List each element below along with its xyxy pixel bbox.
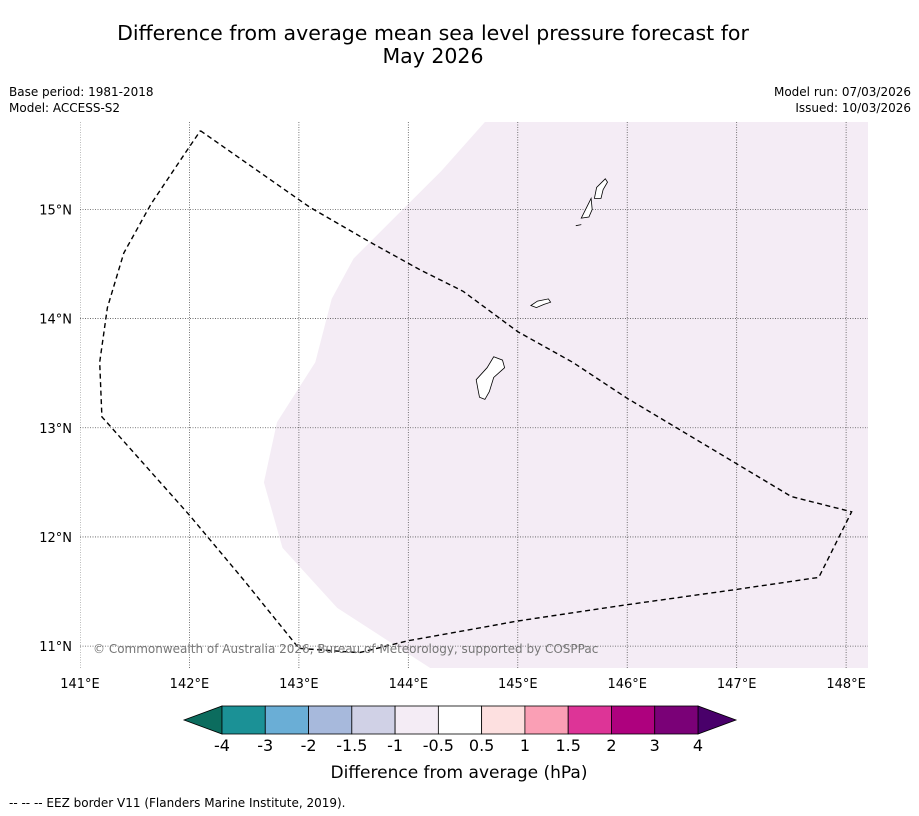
x-tick-label: 148°E: [826, 677, 866, 692]
title-line-2: May 2026: [382, 44, 484, 68]
colorbar-tick-label: 1: [520, 736, 530, 755]
island-rota: [530, 298, 552, 309]
shaded-anomaly-region: [263, 122, 868, 668]
x-tick-label: 141°E: [60, 677, 100, 692]
colorbar-bin: [654, 705, 699, 735]
island-saipan: [593, 178, 608, 199]
y-tick-label: 12°N: [39, 531, 72, 546]
map-title: Difference from average mean sea level p…: [100, 22, 766, 68]
colorbar-tick-label: -0.5: [423, 736, 454, 755]
colorbar-tick-label: 2: [606, 736, 616, 755]
colorbar-bin: [524, 705, 569, 735]
x-tick-label: 146°E: [607, 677, 647, 692]
colorbar-tick-label: -1.5: [336, 736, 367, 755]
colorbar-tick-label: -1: [387, 736, 403, 755]
x-tick-label: 143°E: [279, 677, 319, 692]
colorbar-tick-label: 0.5: [469, 736, 494, 755]
map-panel: 141°E 142°E 143°E 144°E 145°E 146°E 147°E 148°E…: [39, 122, 868, 692]
eez-legend-note: -- -- -- EEZ border V11 (Flanders Marine…: [9, 796, 346, 810]
model-run: Model run: 07/03/2026: [773, 85, 911, 99]
map-figure: 141°E 142°E 143°E 144°E 145°E 146°E 147°E 148°E…: [39, 122, 868, 783]
colorbar-over-arrow: [697, 705, 738, 735]
x-tick-label: 142°E: [170, 677, 210, 692]
meta-right: Model run: 07/03/2026 Issued: 10/03/2026: [774, 84, 911, 116]
colorbar-bin: [394, 705, 439, 735]
eez-border: [98, 130, 853, 654]
colorbar-bin: [308, 705, 353, 735]
colorbar-under-arrow: [182, 705, 223, 735]
island-tinian: [580, 196, 593, 219]
colorbar-bin: [221, 705, 266, 735]
issued-date: Issued: 10/03/2026: [795, 101, 911, 115]
colorbar-tick-label: 1.5: [555, 736, 580, 755]
colorbar-bin: [437, 705, 483, 735]
base-period: Base period: 1981-2018: [9, 85, 154, 99]
title-line-1: Difference from average mean sea level p…: [117, 21, 749, 45]
y-tick-label: 13°N: [39, 422, 72, 437]
y-tick-label: 14°N: [39, 313, 72, 328]
meta-left: Base period: 1981-2018 Model: ACCESS-S2: [9, 84, 154, 116]
colorbar-label: Difference from average (hPa): [331, 763, 588, 783]
x-tick-label: 144°E: [389, 677, 429, 692]
colorbar-bin: [611, 705, 656, 735]
colorbar-bin: [264, 705, 309, 735]
colorbar-tick-label: -3: [257, 736, 273, 755]
colorbar-bin: [481, 705, 526, 735]
model-name: Model: ACCESS-S2: [9, 101, 121, 115]
x-tick-label: 145°E: [498, 677, 538, 692]
colorbar: -4 -3 -2 -1.5 -1 -0.5 0.5 1 1.5 2 3 4: [182, 705, 738, 755]
y-tick-label: 11°N: [39, 640, 72, 655]
copyright-notice: © Commonwealth of Australia 2026, Bureau…: [93, 642, 598, 656]
colorbar-tick-label: 3: [650, 736, 660, 755]
x-tick-label: 147°E: [717, 677, 757, 692]
island-guam: [475, 356, 506, 400]
y-tick-label: 15°N: [39, 203, 72, 218]
colorbar-bin: [351, 705, 396, 735]
colorbar-tick-label: -4: [214, 736, 230, 755]
colorbar-tick-label: 4: [693, 736, 703, 755]
colorbar-bin: [567, 705, 612, 735]
island-aguijan: [575, 224, 582, 227]
colorbar-tick-label: -2: [301, 736, 317, 755]
